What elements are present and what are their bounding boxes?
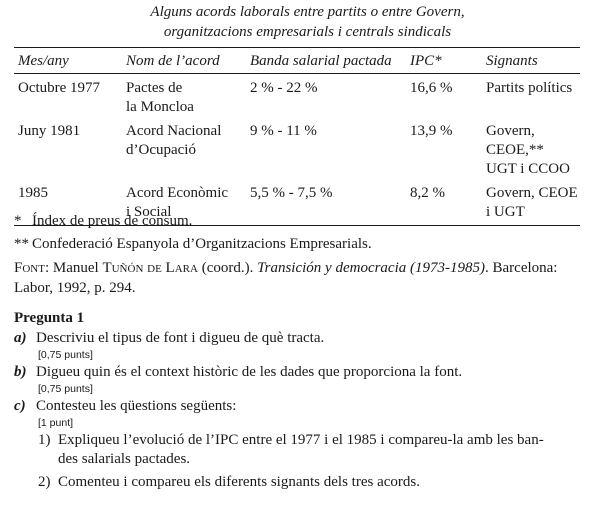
question-points: [1 punt] bbox=[38, 417, 74, 429]
source-author-role: (coord.). bbox=[197, 260, 258, 276]
source-author-last: Tuñón de Lara bbox=[102, 260, 198, 276]
table-row: Juny 1981 Acord Nacional d’Ocupació 9 % … bbox=[14, 117, 580, 179]
sub-question-1: 1) Expliqueu l’evolució de l’IPC entre e… bbox=[14, 431, 600, 469]
cell-agreement-name: Acord Econòmic i Social bbox=[122, 179, 246, 226]
cell-line: CEOE,** bbox=[486, 142, 544, 158]
cell-date: Octubre 1977 bbox=[18, 80, 101, 96]
question-title: Pregunta 1 bbox=[14, 310, 85, 326]
header-salary-band: Banda salarial pactada bbox=[246, 47, 404, 74]
footnote-mark: * bbox=[14, 213, 22, 229]
cell-date: Juny 1981 bbox=[18, 123, 81, 139]
caption-line-2: organitzacions empresarials i centrals s… bbox=[163, 24, 452, 40]
source-author-first: Manuel bbox=[52, 260, 103, 276]
question-points: [0,75 punts] bbox=[38, 349, 93, 361]
source-label: Font bbox=[14, 260, 45, 276]
footnote-text: Confederació Espanyola d’Organitzacions … bbox=[32, 236, 372, 252]
question-item-a: a) Descriviu el tipus de font i digueu d… bbox=[14, 329, 600, 348]
cell-date: 1985 bbox=[14, 179, 122, 226]
cell-line: i Social bbox=[126, 204, 172, 220]
cell-salary-band: 2 % - 22 % bbox=[250, 80, 318, 96]
question-block: Pregunta 1 a) Descriviu el tipus de font… bbox=[14, 309, 600, 492]
footnote-ipc: * Índex de preus de consum. bbox=[14, 210, 600, 233]
source-citation: Font: Manuel Tuñón de Lara (coord.). Tra… bbox=[14, 260, 558, 296]
source-rest: . Barcelona: bbox=[485, 260, 558, 276]
header-date: Mes/any bbox=[14, 47, 122, 74]
sub-question-number: 2) bbox=[38, 474, 51, 490]
cell-line: la Moncloa bbox=[126, 99, 194, 115]
cell-ipc: 13,9 % bbox=[410, 123, 453, 139]
cell-ipc: 8,2 % bbox=[404, 179, 482, 226]
source-publisher: Labor, 1992, p. 294. bbox=[14, 280, 136, 296]
cell-line: Govern, CEOE bbox=[486, 185, 578, 201]
header-agreement-name: Nom de l’acord bbox=[122, 47, 246, 74]
table-row: Octubre 1977 Pactes de la Moncloa 2 % - … bbox=[14, 74, 580, 118]
question-text: Descriviu el tipus de font i digueu de q… bbox=[36, 330, 325, 346]
sub-question-line: Comenteu i compareu els diferents signan… bbox=[58, 474, 420, 490]
cell-signers: Partits polítics bbox=[482, 74, 580, 118]
cell-agreement-name: Acord Nacional d’Ocupació bbox=[122, 117, 246, 179]
sub-question-number: 1) bbox=[38, 432, 51, 448]
table-header-row: Mes/any Nom de l’acord Banda salarial pa… bbox=[14, 47, 580, 74]
table-caption: Alguns acords laborals entre partits o e… bbox=[0, 2, 615, 42]
cell-ipc: 16,6 % bbox=[410, 80, 453, 96]
cell-agreement-name: Pactes de la Moncloa bbox=[122, 74, 246, 118]
question-points: [0,75 punts] bbox=[38, 383, 93, 395]
table-notes: * Índex de preus de consum. ** Confederaci… bbox=[14, 210, 600, 298]
cell-line: Acord Nacional bbox=[126, 123, 222, 139]
agreements-table: Mes/any Nom de l’acord Banda salarial pa… bbox=[14, 47, 580, 226]
header-ipc: IPC* bbox=[404, 47, 482, 74]
cell-line: Pactes de bbox=[126, 80, 183, 96]
sub-question-line: des salarials pactades. bbox=[58, 451, 191, 467]
cell-signers: Govern, CEOE i UGT bbox=[482, 179, 580, 226]
footnote-text: Índex de preus de consum. bbox=[32, 213, 193, 229]
question-item-b: b) Digueu quin és el context històric de… bbox=[14, 363, 600, 382]
header-signers: Signants bbox=[482, 47, 580, 74]
footnote-mark: ** bbox=[14, 236, 29, 252]
cell-line: UGT i CCOO bbox=[486, 161, 570, 177]
question-item-c: c) Contesteu les qüestions següents: bbox=[14, 397, 600, 416]
source-title: Transición y democracia (1973-1985) bbox=[257, 260, 485, 276]
question-letter: b) bbox=[14, 364, 27, 380]
cell-signers: Govern, CEOE,** UGT i CCOO bbox=[482, 117, 580, 179]
cell-line: Partits polítics bbox=[486, 80, 573, 96]
question-text: Contesteu les qüestions següents: bbox=[36, 398, 237, 414]
cell-salary-band: 9 % - 11 % bbox=[250, 123, 317, 139]
question-text: Digueu quin és el context històric de le… bbox=[36, 364, 463, 380]
table-row: 1985 Acord Econòmic i Social 5,5 % - 7,5… bbox=[14, 179, 580, 226]
question-letter: c) bbox=[14, 398, 26, 414]
caption-line-1: Alguns acords laborals entre partits o e… bbox=[150, 4, 465, 20]
cell-salary-band: 5,5 % - 7,5 % bbox=[246, 179, 404, 226]
cell-line: Acord Econòmic bbox=[126, 185, 229, 201]
sub-question-2: 2) Comenteu i compareu els diferents sig… bbox=[14, 473, 600, 492]
cell-line: d’Ocupació bbox=[126, 142, 196, 158]
cell-line: Govern, bbox=[486, 123, 535, 139]
sub-question-line: Expliqueu l’evolució de l’IPC entre el 1… bbox=[58, 432, 544, 448]
footnote-ceoe: ** Confederació Espanyola d’Organitzacion… bbox=[14, 233, 600, 256]
question-letter: a) bbox=[14, 330, 27, 346]
cell-line: i UGT bbox=[486, 204, 525, 220]
